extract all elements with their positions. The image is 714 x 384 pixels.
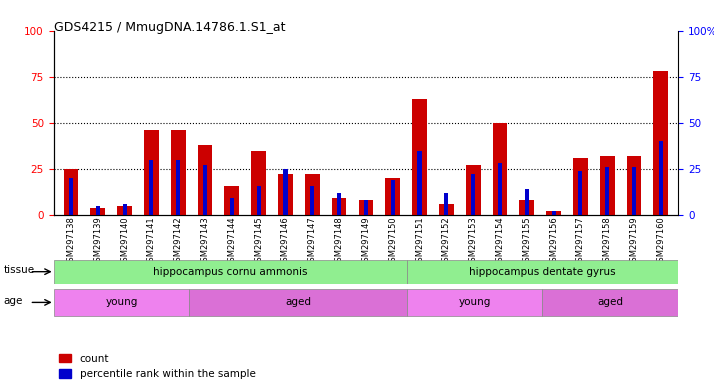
Bar — [256, 185, 261, 215]
Bar — [573, 158, 588, 215]
Bar — [653, 71, 668, 215]
Bar — [123, 204, 126, 215]
Text: tissue: tissue — [4, 265, 35, 275]
Bar — [332, 199, 346, 215]
Bar — [91, 208, 105, 215]
Bar — [519, 200, 534, 215]
Bar — [471, 174, 476, 215]
Bar — [600, 156, 615, 215]
Bar — [311, 185, 314, 215]
Text: aged: aged — [285, 297, 311, 308]
Bar — [54, 260, 407, 284]
Text: aged: aged — [598, 297, 623, 308]
Bar — [189, 289, 407, 316]
Bar — [96, 206, 100, 215]
Bar — [283, 169, 288, 215]
Bar — [364, 200, 368, 215]
Bar — [203, 165, 207, 215]
Bar — [407, 260, 678, 284]
Bar — [407, 289, 543, 316]
Bar — [54, 289, 189, 316]
Bar — [230, 199, 234, 215]
Bar — [278, 174, 293, 215]
Bar — [117, 206, 132, 215]
Bar — [493, 123, 508, 215]
Bar — [605, 167, 609, 215]
Bar — [551, 211, 555, 215]
Bar — [498, 164, 502, 215]
Bar — [391, 180, 395, 215]
Bar — [149, 160, 154, 215]
Text: age: age — [4, 296, 23, 306]
Bar — [659, 141, 663, 215]
Bar — [337, 193, 341, 215]
Bar — [418, 151, 421, 215]
Text: hippocampus dentate gyrus: hippocampus dentate gyrus — [469, 266, 615, 277]
Bar — [251, 151, 266, 215]
Bar — [412, 99, 427, 215]
Bar — [69, 178, 73, 215]
Bar — [386, 178, 400, 215]
Text: young: young — [105, 297, 138, 308]
Bar — [578, 171, 583, 215]
Bar — [305, 174, 320, 215]
Bar — [546, 211, 561, 215]
Bar — [176, 160, 181, 215]
Bar — [358, 200, 373, 215]
Bar — [171, 130, 186, 215]
Text: hippocampus cornu ammonis: hippocampus cornu ammonis — [153, 266, 307, 277]
Bar — [224, 185, 239, 215]
Bar — [144, 130, 159, 215]
Legend: count, percentile rank within the sample: count, percentile rank within the sample — [59, 354, 256, 379]
Bar — [444, 193, 448, 215]
Bar — [198, 145, 213, 215]
Bar — [525, 189, 529, 215]
Bar — [543, 289, 678, 316]
Bar — [64, 169, 79, 215]
Bar — [466, 165, 481, 215]
Text: young: young — [458, 297, 491, 308]
Bar — [627, 156, 641, 215]
Bar — [439, 204, 453, 215]
Bar — [632, 167, 636, 215]
Text: GDS4215 / MmugDNA.14786.1.S1_at: GDS4215 / MmugDNA.14786.1.S1_at — [54, 21, 285, 34]
